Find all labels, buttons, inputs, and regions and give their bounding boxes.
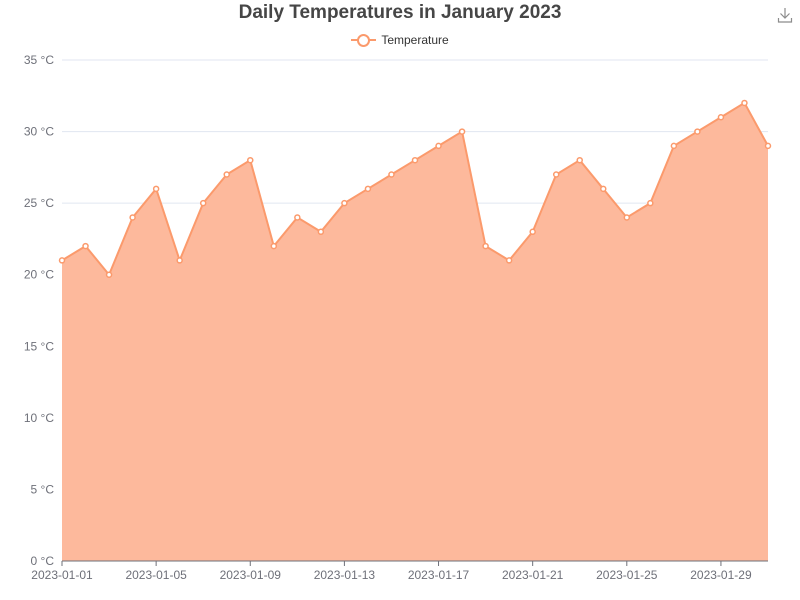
data-point-2023-01-28[interactable] <box>694 128 701 135</box>
data-point-2023-01-24[interactable] <box>600 185 607 193</box>
data-point-2023-01-07[interactable] <box>199 199 207 207</box>
data-point-2023-01-08[interactable] <box>223 171 230 178</box>
data-point-2023-01-03[interactable] <box>105 271 113 278</box>
x-tick-label-2023-01-09: 2023-01-09 <box>220 568 282 582</box>
y-tick-label-20: 20 °C <box>24 268 54 282</box>
data-point-2023-01-01[interactable] <box>58 257 66 264</box>
data-point-2023-01-22[interactable] <box>552 171 560 178</box>
x-tick-label-2023-01-21: 2023-01-21 <box>502 568 564 582</box>
data-point-2023-01-06[interactable] <box>176 257 183 264</box>
data-point-2023-01-15[interactable] <box>388 171 395 178</box>
y-tick-label-30: 30 °C <box>24 125 54 139</box>
data-point-2023-01-13[interactable] <box>341 199 348 207</box>
data-point-2023-01-12[interactable] <box>317 228 325 236</box>
y-tick-label-35: 35 °C <box>24 53 54 67</box>
download-icon[interactable] <box>777 7 793 23</box>
data-point-2023-01-19[interactable] <box>482 242 489 250</box>
data-point-2023-01-04[interactable] <box>129 214 136 221</box>
data-point-2023-01-29[interactable] <box>717 114 725 121</box>
legend[interactable]: Temperature <box>0 33 800 47</box>
series-area-temperature <box>62 102 768 561</box>
data-point-2023-01-02[interactable] <box>82 242 89 250</box>
data-point-2023-01-27[interactable] <box>670 142 678 150</box>
data-point-2023-01-18[interactable] <box>458 128 466 135</box>
x-tick-label-2023-01-01: 2023-01-01 <box>31 568 93 582</box>
x-tick-label-2023-01-29: 2023-01-29 <box>690 568 752 582</box>
data-point-2023-01-26[interactable] <box>647 199 654 207</box>
data-point-2023-01-21[interactable] <box>529 228 536 236</box>
y-tick-label-5: 5 °C <box>31 482 55 496</box>
data-point-2023-01-25[interactable] <box>623 214 631 221</box>
data-point-2023-01-05[interactable] <box>152 185 160 193</box>
y-tick-label-0: 0 °C <box>31 554 55 568</box>
data-point-2023-01-14[interactable] <box>364 185 372 193</box>
data-point-2023-01-20[interactable] <box>505 257 513 264</box>
data-point-2023-01-17[interactable] <box>435 142 442 150</box>
data-point-2023-01-10[interactable] <box>270 242 278 250</box>
data-point-2023-01-16[interactable] <box>411 156 419 164</box>
data-point-2023-01-09[interactable] <box>247 156 254 164</box>
legend-marker-icon <box>351 33 377 47</box>
x-tick-label-2023-01-17: 2023-01-17 <box>408 568 470 582</box>
data-point-2023-01-30[interactable] <box>741 99 748 107</box>
y-tick-label-25: 25 °C <box>24 196 54 210</box>
y-tick-label-15: 15 °C <box>24 339 54 353</box>
x-tick-label-2023-01-25: 2023-01-25 <box>596 568 658 582</box>
x-tick-label-2023-01-13: 2023-01-13 <box>314 568 376 582</box>
chart-title: Daily Temperatures in January 2023 <box>238 2 562 23</box>
x-tick-label-2023-01-05: 2023-01-05 <box>125 568 187 582</box>
data-point-2023-01-31[interactable] <box>764 142 772 150</box>
data-point-2023-01-11[interactable] <box>294 214 301 221</box>
data-point-2023-01-23[interactable] <box>576 156 583 164</box>
y-tick-label-10: 10 °C <box>24 411 54 425</box>
legend-label-temperature: Temperature <box>381 33 449 47</box>
